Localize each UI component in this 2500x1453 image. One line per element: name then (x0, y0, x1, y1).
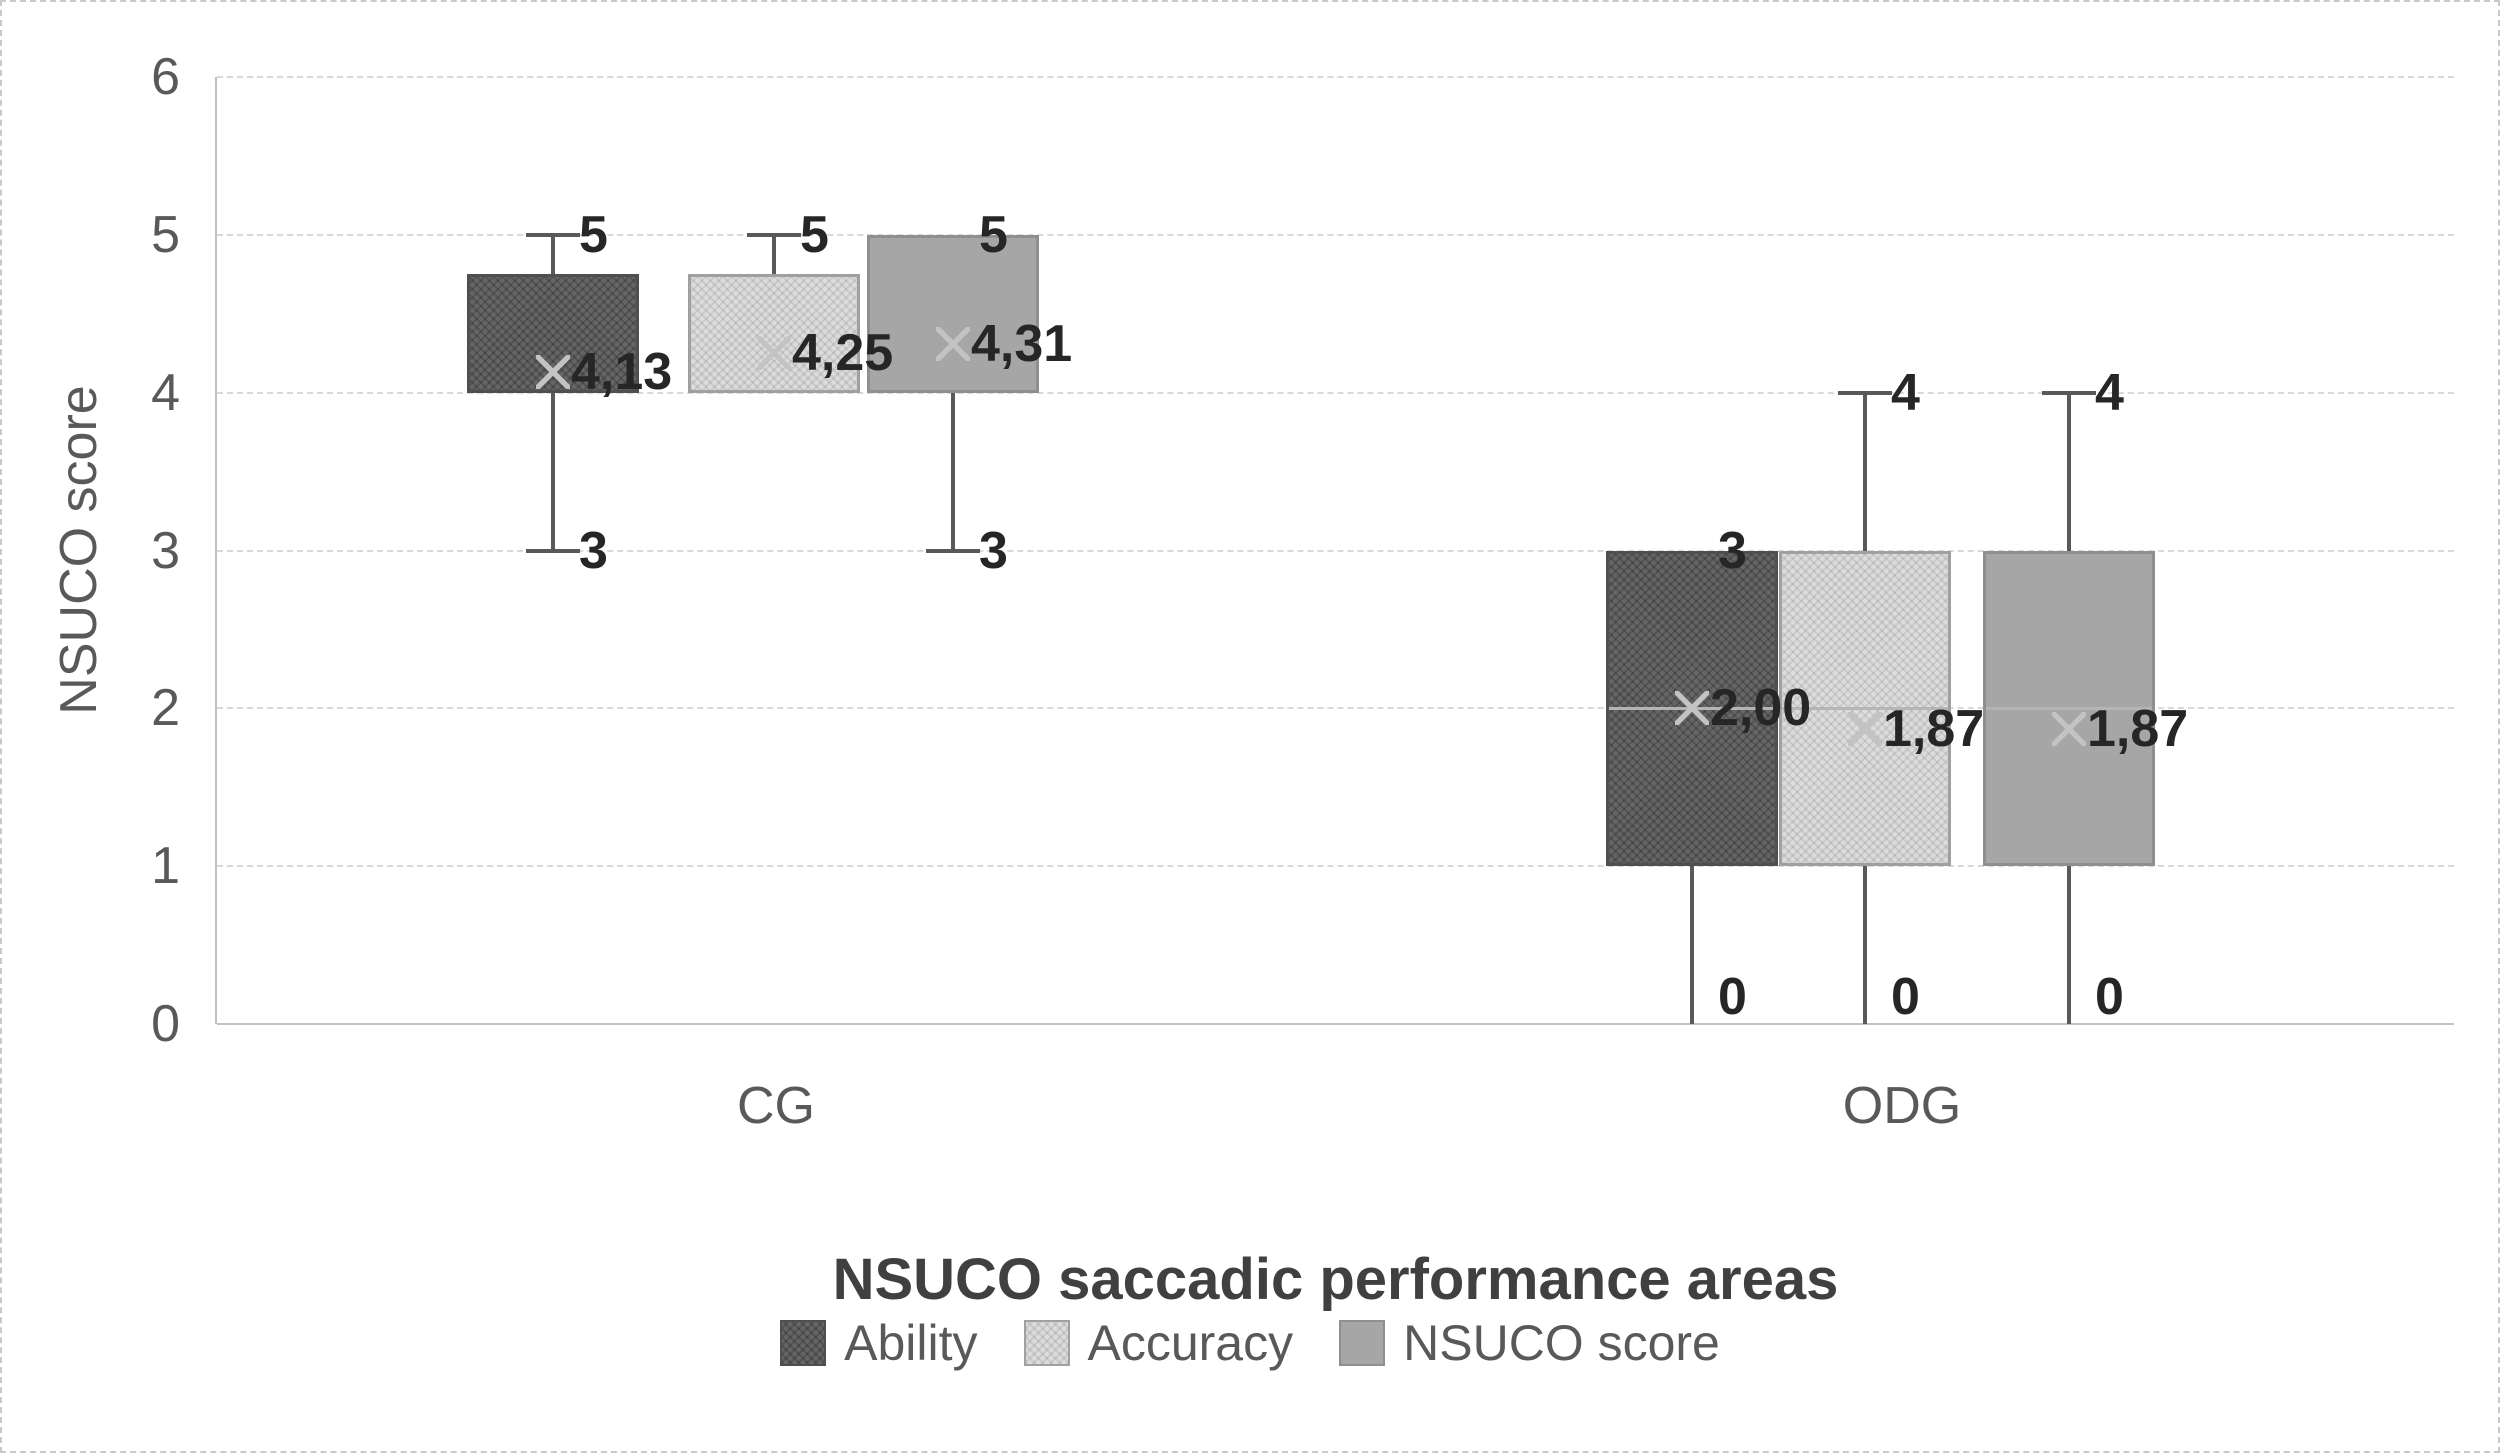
median-line-ODG-accuracy (1782, 707, 1948, 710)
box-CG-ability (467, 274, 639, 393)
x-axis-title: NSUCO saccadic performance areas (832, 1247, 1839, 1312)
whisker-high-CG-ability (551, 235, 555, 274)
box-CG-nsuco-score (867, 235, 1039, 393)
legend-item-ability: Ability (780, 1314, 978, 1372)
x-category-label-CG: CG (737, 1077, 815, 1135)
data-label-min-ODG-accuracy: 0 (1891, 968, 1920, 1026)
data-label-max-CG-accuracy: 5 (800, 206, 829, 264)
data-label-min-ODG-ability: 0 (1718, 968, 1747, 1026)
legend-swatch-3 (1339, 1320, 1386, 1366)
data-label-max-ODG-nsuco-score: 4 (2095, 364, 2124, 422)
data-label-mean-ODG-accuracy: 1,87 (1883, 700, 1985, 758)
gridline-3 (217, 550, 2454, 552)
whisker-cap-high-CG-accuracy (747, 233, 801, 237)
y-tick-label-0: 0 (151, 995, 180, 1053)
legend-item-nsuco-score: NSUCO score (1339, 1314, 1720, 1372)
whisker-low-ODG-nsuco-score (2067, 866, 2071, 1024)
x-axis-line (217, 1023, 2454, 1025)
median-line-ODG-nsuco-score (1986, 707, 2152, 710)
gridline-2 (217, 707, 2454, 709)
legend: Ability Accuracy NSUCO score (2, 1314, 2498, 1372)
whisker-cap-low-CG-nsuco-score (926, 549, 980, 553)
whisker-cap-low-CG-ability (526, 549, 580, 553)
gridline-5 (217, 234, 2454, 236)
data-label-mean-ODG-nsuco-score: 1,87 (2087, 700, 2189, 758)
whisker-low-ODG-accuracy (1863, 866, 1867, 1024)
whisker-cap-high-ODG-nsuco-score (2042, 391, 2096, 395)
whisker-cap-high-ODG-accuracy (1838, 391, 1892, 395)
mean-marker-CG-accuracy (757, 336, 791, 370)
data-label-mean-CG-ability: 4,13 (571, 343, 673, 401)
data-label-mean-ODG-ability: 2,00 (1710, 679, 1812, 737)
whisker-low-CG-nsuco-score (951, 393, 955, 551)
data-label-min-ODG-nsuco-score: 0 (2095, 968, 2124, 1026)
gridline-6 (217, 76, 2454, 78)
box-CG-accuracy (688, 274, 860, 393)
data-label-max-CG-nsuco-score: 5 (979, 206, 1008, 264)
data-label-max-ODG-accuracy: 4 (1891, 364, 1920, 422)
mean-marker-ODG-nsuco-score (2052, 712, 2086, 746)
y-tick-label-3: 3 (151, 522, 180, 580)
y-tick-label-5: 5 (151, 206, 180, 264)
data-label-mean-CG-nsuco-score: 4,31 (971, 315, 1073, 373)
whisker-high-ODG-nsuco-score (2067, 393, 2071, 551)
mean-marker-ODG-accuracy (1848, 712, 1882, 746)
legend-item-accuracy: Accuracy (1023, 1314, 1294, 1372)
data-label-mean-CG-accuracy: 4,25 (792, 324, 894, 382)
data-label-min-CG-nsuco-score: 3 (979, 522, 1008, 580)
gridline-4 (217, 392, 2454, 394)
legend-label: Accuracy (1087, 1315, 1294, 1371)
data-label-min-CG-ability: 3 (579, 522, 608, 580)
data-label-max-CG-ability: 5 (579, 206, 608, 264)
whisker-cap-high-CG-ability (526, 233, 580, 237)
y-tick-label-1: 1 (151, 837, 180, 895)
data-label-max-ODG-ability: 3 (1718, 522, 1747, 580)
legend-swatch-1 (780, 1320, 827, 1366)
y-tick-label-2: 2 (151, 679, 180, 737)
legend-label: Ability (844, 1315, 978, 1371)
y-axis-line (215, 77, 217, 1024)
whisker-high-ODG-accuracy (1863, 393, 1867, 551)
legend-label: NSUCO score (1403, 1315, 1720, 1371)
y-tick-label-4: 4 (151, 364, 180, 422)
whisker-low-CG-ability (551, 393, 555, 551)
x-category-label-ODG: ODG (1842, 1077, 1962, 1135)
mean-marker-CG-nsuco-score (936, 327, 970, 361)
whisker-low-ODG-ability (1690, 866, 1694, 1024)
y-tick-label-6: 6 (151, 48, 180, 106)
mean-marker-ODG-ability (1675, 691, 1709, 725)
whisker-high-CG-accuracy (772, 235, 776, 274)
legend-swatch-2 (1023, 1320, 1070, 1366)
gridline-1 (217, 865, 2454, 867)
mean-marker-CG-ability (536, 355, 570, 389)
